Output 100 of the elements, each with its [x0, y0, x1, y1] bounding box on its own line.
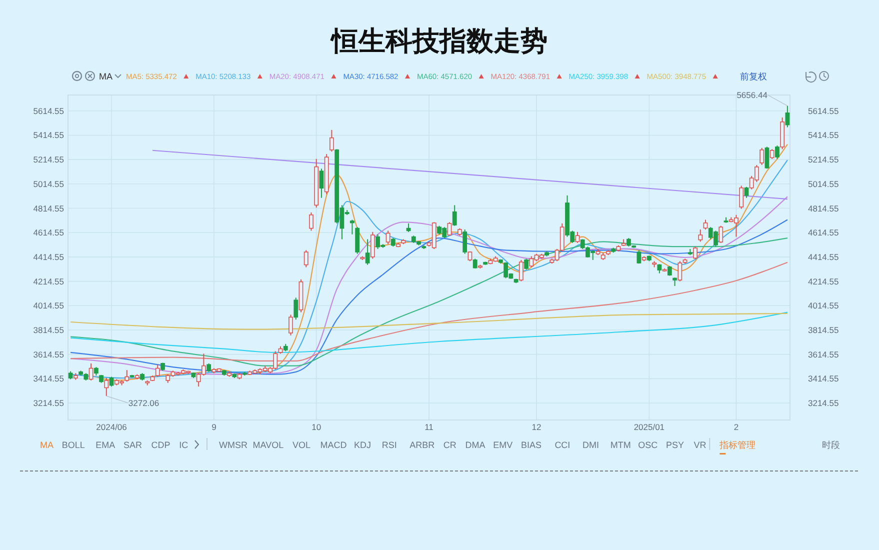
y2-tick-label: 4614.55 — [808, 228, 839, 238]
text: EMA — [96, 440, 116, 450]
candlestick — [703, 219, 708, 230]
candlestick — [744, 186, 749, 198]
text: 前复权 — [740, 72, 767, 82]
candlestick — [319, 168, 324, 198]
x-tick-label: 9 — [212, 422, 217, 432]
line-series — [70, 312, 788, 330]
candlestick — [770, 148, 774, 160]
candlestick — [309, 212, 314, 232]
candlestick — [739, 185, 744, 210]
candlestick — [760, 147, 764, 166]
text: OSC — [638, 440, 658, 450]
candlestick — [667, 266, 672, 276]
candlestick — [764, 146, 770, 170]
text: BOLL — [62, 440, 85, 450]
line-series — [70, 262, 788, 362]
text: VR — [694, 440, 707, 450]
text: MACD — [320, 440, 348, 450]
candlestick — [775, 145, 780, 160]
y2-tick-label: 4214.55 — [808, 276, 839, 286]
text: EMV — [493, 440, 513, 450]
y-tick-label: 4614.55 — [33, 228, 64, 238]
y2-tick-label: 5414.55 — [808, 130, 839, 140]
candlestick — [524, 258, 528, 270]
y2-tick-label: 5014.55 — [808, 178, 839, 189]
text: ARBR — [410, 440, 436, 450]
text: MA — [99, 72, 112, 82]
y2-tick-label: 4814.55 — [808, 203, 839, 214]
candlestick — [575, 231, 580, 244]
annotation: 3272.06 — [128, 398, 160, 408]
text: 指标管理 — [718, 440, 756, 450]
candlestick — [472, 258, 478, 269]
text: BIAS — [520, 440, 542, 450]
candlestick — [350, 219, 354, 235]
candlestick — [365, 238, 370, 266]
y-tick-label: 5614.55 — [33, 106, 64, 116]
candlestick — [355, 226, 360, 254]
text: CCI — [554, 440, 570, 450]
chart-title: 恒生科技指数走势 — [330, 26, 548, 56]
y-tick-label: 3614.55 — [33, 349, 64, 360]
x-tick-label: 12 — [532, 422, 542, 432]
candlestick — [518, 259, 524, 282]
y-tick-label: 3414.55 — [33, 374, 64, 384]
y2-tick-label: 3814.55 — [808, 324, 839, 335]
candlestick — [657, 264, 662, 274]
candlestick — [304, 250, 308, 268]
candlestick — [88, 362, 94, 381]
line-series — [70, 237, 788, 366]
text: MA — [40, 440, 54, 450]
y-tick-label: 5214.55 — [33, 154, 64, 165]
y-tick-label: 4414.55 — [33, 252, 64, 262]
candlestick — [447, 222, 452, 236]
y-tick-label: 5014.55 — [33, 178, 64, 189]
candlestick — [785, 105, 790, 128]
text: 时段 — [822, 440, 840, 450]
candlestick — [462, 229, 468, 254]
text: KDJ — [354, 440, 372, 450]
text: SAR — [123, 440, 142, 450]
y2-tick-label: 3214.55 — [808, 398, 839, 408]
annotation: 5656.44 — [736, 90, 768, 100]
text: WMSR — [218, 440, 248, 450]
y2-tick-label: 5614.55 — [808, 106, 839, 116]
candlestick — [452, 204, 457, 226]
candlestick — [109, 376, 114, 388]
y2-tick-label: 4014.55 — [808, 300, 839, 311]
candlestick — [124, 370, 130, 382]
candlestick — [693, 246, 698, 260]
y2-tick-label: 5214.55 — [808, 154, 839, 165]
text: PSY — [666, 440, 684, 450]
candlestick — [104, 378, 109, 397]
text: DMI — [582, 440, 600, 450]
candlestick — [636, 250, 642, 264]
text: RSI — [382, 440, 397, 450]
y-tick-label: 3214.55 — [33, 398, 64, 408]
x-tick-label: 2 — [734, 422, 739, 432]
candlestick — [294, 297, 298, 320]
candlestick — [370, 231, 375, 260]
candlestick — [155, 364, 160, 378]
x-tick-label: 2024/06 — [96, 422, 128, 432]
text: CDP — [151, 440, 170, 450]
x-tick-label: 2025/01 — [634, 422, 665, 432]
text: MAVOL — [252, 440, 284, 450]
y-tick-label: 4214.55 — [33, 276, 64, 286]
candlestick — [698, 229, 703, 242]
candlestick — [718, 225, 724, 244]
x-tick-label: 10 — [312, 422, 322, 432]
text: IC — [179, 440, 189, 450]
y2-tick-label: 3414.55 — [808, 374, 839, 384]
y-tick-label: 3814.55 — [33, 324, 64, 335]
y2-tick-label: 3614.55 — [808, 349, 839, 360]
x-tick-label: 11 — [424, 422, 434, 432]
candlestick — [288, 314, 293, 336]
text: MTM — [610, 440, 631, 450]
y2-tick-label: 4414.55 — [808, 252, 839, 262]
y-tick-label: 4814.55 — [33, 203, 64, 214]
candlestick — [386, 230, 390, 245]
y-tick-label: 4014.55 — [33, 300, 64, 311]
text: CR — [443, 440, 457, 450]
y-tick-label: 5414.55 — [33, 130, 64, 140]
